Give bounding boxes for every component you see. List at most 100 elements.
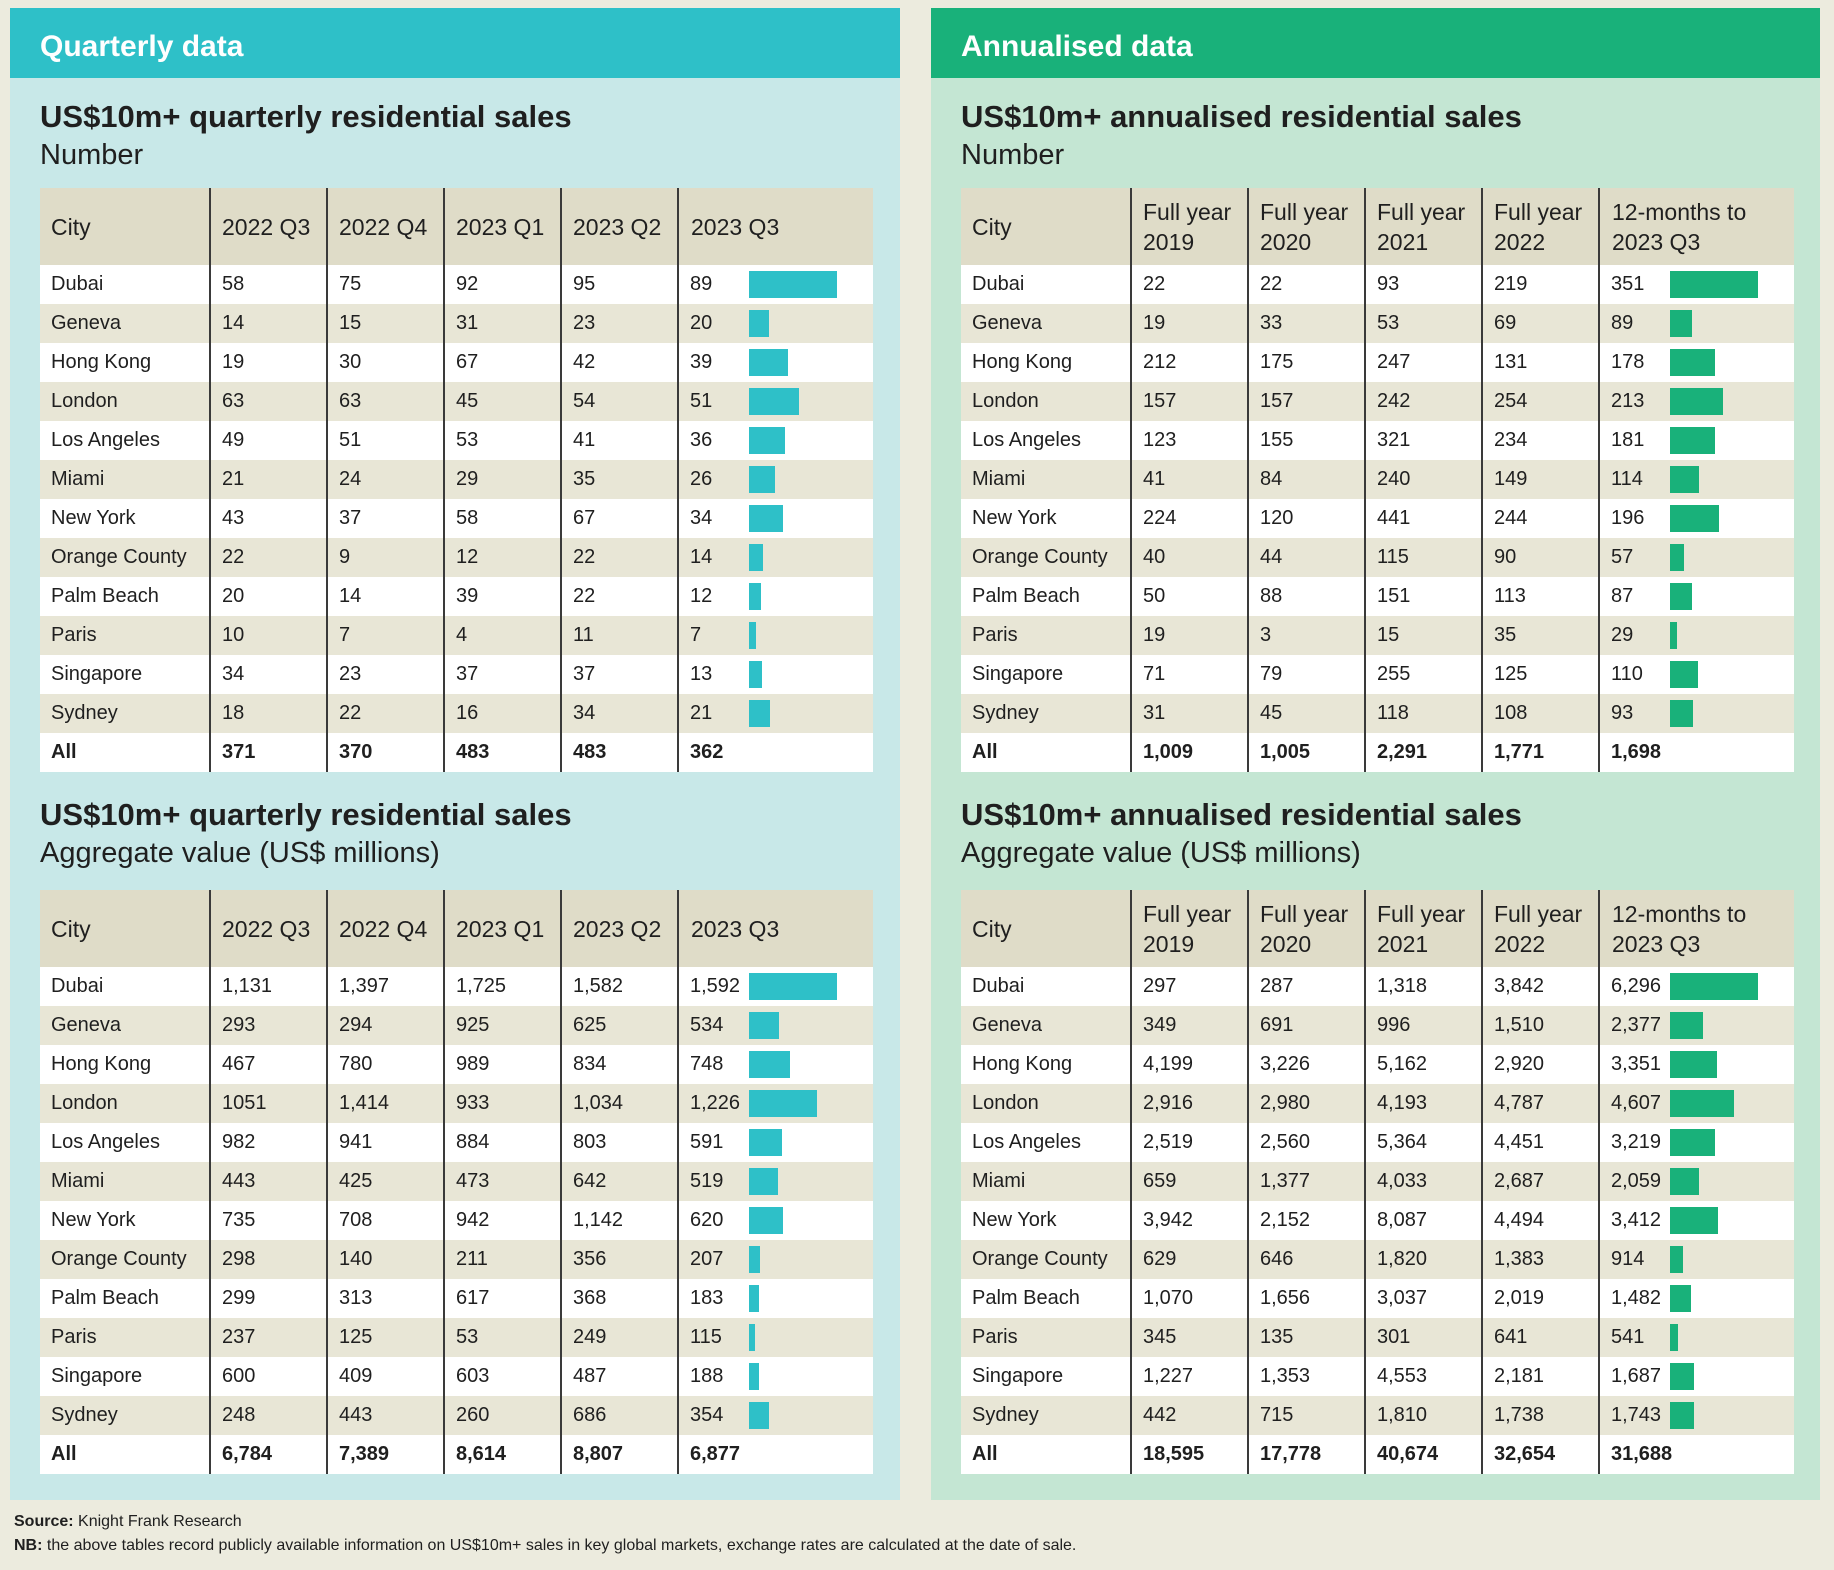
column-header: 2022 Q4: [326, 890, 444, 967]
value-cell: 175: [1247, 343, 1365, 382]
latest-value-cell: 115: [677, 1318, 873, 1357]
cell-value: 3,351: [1611, 1053, 1662, 1075]
quarterly-number-subtitle: Number: [40, 139, 144, 171]
latest-value-cell: 591: [677, 1123, 873, 1162]
value-cell: 2,519: [1130, 1123, 1248, 1162]
value-cell: 125: [1481, 655, 1599, 694]
value-cell: 24: [326, 460, 444, 499]
value-cell: 16: [443, 694, 561, 733]
annual-panel: Annualised data US$10m+ annualised resid…: [931, 8, 1820, 1500]
value-cell: 67: [560, 499, 678, 538]
city-cell: Sydney: [961, 1396, 1131, 1435]
cell-value: 3,219: [1611, 1131, 1662, 1153]
value-cell: 884: [443, 1123, 561, 1162]
latest-value-cell: 519: [677, 1162, 873, 1201]
total-label: All: [961, 1435, 1131, 1474]
value-cell: 1,582: [560, 967, 678, 1006]
table-row: Palm Beach 20 14 39 22 12: [40, 577, 873, 616]
value-cell: 18: [209, 694, 327, 733]
value-cell: 22: [209, 538, 327, 577]
value-cell: 5,162: [1364, 1045, 1482, 1084]
value-cell: 255: [1364, 655, 1482, 694]
cell-value: 914: [1611, 1248, 1645, 1270]
total-value: 1,009: [1130, 733, 1248, 772]
cell-value: 29: [1611, 624, 1634, 646]
value-cell: 50: [1130, 577, 1248, 616]
value-cell: 69: [1481, 304, 1599, 343]
value-cell: 313: [326, 1279, 444, 1318]
city-cell: Orange County: [961, 1240, 1131, 1279]
table-row: New York 3,942 2,152 8,087 4,494 3,412: [961, 1201, 1794, 1240]
city-cell: Sydney: [40, 694, 210, 733]
value-cell: 617: [443, 1279, 561, 1318]
city-cell: Dubai: [961, 265, 1131, 304]
value-cell: 2,152: [1247, 1201, 1365, 1240]
cell-value: 114: [1611, 468, 1643, 490]
total-value: 2,291: [1364, 733, 1482, 772]
value-cell: 368: [560, 1279, 678, 1318]
quarterly-value-title-block: US$10m+ quarterly residential sales Aggr…: [40, 796, 572, 872]
table-row: Hong Kong 467 780 989 834 748: [40, 1045, 873, 1084]
value-cell: 90: [1481, 538, 1599, 577]
value-cell: 249: [560, 1318, 678, 1357]
total-value: 371: [209, 733, 327, 772]
value-cell: 4,199: [1130, 1045, 1248, 1084]
city-cell: Los Angeles: [961, 421, 1131, 460]
value-bar: [1670, 1402, 1694, 1429]
annual-value-subtitle: Aggregate value (US$ millions): [961, 837, 1361, 869]
total-row: All 1,009 1,005 2,291 1,771 1,698: [961, 733, 1794, 772]
column-header: 12-months to 2023 Q3: [1598, 188, 1794, 265]
footer-note: NB: the above tables record publicly ava…: [14, 1537, 1076, 1555]
value-cell: 12: [443, 538, 561, 577]
value-cell: 8,087: [1364, 1201, 1482, 1240]
latest-value-cell: 36: [677, 421, 873, 460]
table-row: Sydney 31 45 118 108 93: [961, 694, 1794, 733]
latest-value-cell: 188: [677, 1357, 873, 1396]
table-row: Sydney 18 22 16 34 21: [40, 694, 873, 733]
total-value: 1,005: [1247, 733, 1365, 772]
table-row: Miami 443 425 473 642 519: [40, 1162, 873, 1201]
value-cell: 1,070: [1130, 1279, 1248, 1318]
latest-value-cell: 178: [1598, 343, 1794, 382]
value-cell: 603: [443, 1357, 561, 1396]
cell-value: 20: [690, 312, 713, 334]
table-row: Miami 41 84 240 149 114: [961, 460, 1794, 499]
cell-value: 196: [1611, 507, 1645, 529]
city-cell: Hong Kong: [40, 1045, 210, 1084]
value-bar: [749, 1012, 779, 1039]
value-bar: [1670, 544, 1684, 571]
value-cell: 19: [1130, 616, 1248, 655]
city-cell: New York: [961, 499, 1131, 538]
value-cell: 219: [1481, 265, 1599, 304]
table-row: Geneva 293 294 925 625 534: [40, 1006, 873, 1045]
city-cell: Singapore: [40, 1357, 210, 1396]
city-cell: London: [40, 1084, 210, 1123]
latest-value-cell: 3,219: [1598, 1123, 1794, 1162]
value-cell: 780: [326, 1045, 444, 1084]
value-cell: 63: [209, 382, 327, 421]
table-row: Dubai 58 75 92 95 89: [40, 265, 873, 304]
city-cell: Miami: [961, 1162, 1131, 1201]
value-cell: 248: [209, 1396, 327, 1435]
value-cell: 224: [1130, 499, 1248, 538]
value-cell: 3: [1247, 616, 1365, 655]
quarterly-number-table: City 2022 Q3 2022 Q4 2023 Q1 2023 Q2 2023 Q3 D…: [40, 188, 873, 772]
value-cell: 35: [560, 460, 678, 499]
value-bar: [1670, 1363, 1694, 1390]
total-value: 7,389: [326, 1435, 444, 1474]
header-row: City 2022 Q3 2022 Q4 2023 Q1 2023 Q2 2023 Q3: [40, 890, 873, 967]
latest-value-cell: 26: [677, 460, 873, 499]
cell-value: 748: [690, 1053, 724, 1075]
value-cell: 299: [209, 1279, 327, 1318]
value-cell: 58: [209, 265, 327, 304]
value-bar: [1670, 271, 1758, 298]
total-row: All 371 370 483 483 362: [40, 733, 873, 772]
value-cell: 254: [1481, 382, 1599, 421]
annual-value-table: City Full year 2019 Full year 2020 Full yea…: [961, 890, 1794, 1474]
value-bar: [1670, 388, 1723, 415]
footer-source-text: Knight Frank Research: [78, 1513, 242, 1530]
quarterly-value-subtitle: Aggregate value (US$ millions): [40, 837, 440, 869]
annual-number-table: City Full year 2019 Full year 2020 Full yea…: [961, 188, 1794, 772]
value-cell: 20: [209, 577, 327, 616]
column-header-city: City: [961, 890, 1131, 967]
